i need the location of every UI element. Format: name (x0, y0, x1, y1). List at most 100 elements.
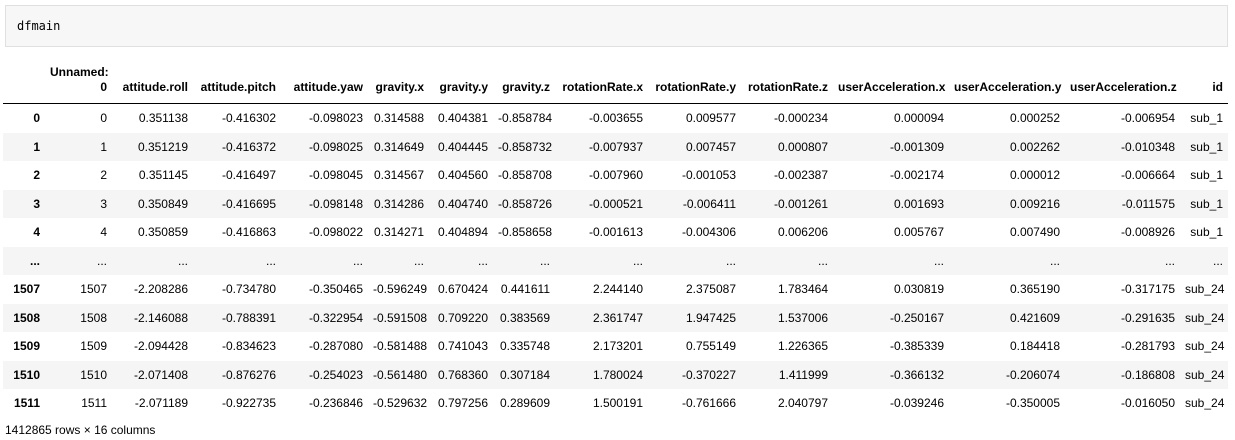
table-cell: ... (539, 253, 550, 268)
table-cell: -0.350005 (1005, 396, 1060, 411)
table-cell: 0.007457 (685, 139, 736, 154)
shape-summary: 1412865 rows × 16 columns (5, 423, 156, 437)
table-cell: -0.858658 (498, 225, 553, 240)
table-cell: -0.416695 (221, 196, 276, 211)
table-cell: 0 (100, 111, 107, 126)
table-row: 1509 1509 -2.094428 -0.834623 -0.287080 -0.58… (3, 332, 1228, 361)
column-header: gravity.y (429, 56, 493, 104)
row-index: 0 (33, 111, 40, 126)
table-cell: -0.734780 (221, 282, 276, 297)
table-cell: -0.006954 (1120, 111, 1175, 126)
table-cell: ... (352, 253, 363, 268)
table-cell: -0.098148 (308, 196, 363, 211)
table-cell: -0.250167 (889, 310, 944, 325)
table-cell: 0.000012 (1009, 168, 1060, 183)
table-cell: 0.009216 (1009, 196, 1060, 211)
table-cell: 1508 (80, 310, 107, 325)
table-cell: 2.361747 (592, 310, 643, 325)
table-cell: -0.001053 (681, 168, 736, 183)
row-index: 1510 (13, 367, 40, 382)
table-cell: -0.006664 (1120, 168, 1175, 183)
table-cell: -0.186808 (1120, 367, 1175, 382)
table-cell: -0.001309 (889, 139, 944, 154)
table-cell: 0.307184 (499, 367, 550, 382)
table-cell: -0.098023 (308, 111, 363, 126)
table-cell: -0.416497 (221, 168, 276, 183)
table-cell: 1510 (80, 367, 107, 382)
table-cell: ... (725, 253, 736, 268)
column-header: id (1180, 56, 1228, 104)
table-cell: 0.007490 (1009, 225, 1060, 240)
table-cell: sub_24 (1185, 367, 1225, 382)
table-cell: 0.000807 (777, 139, 828, 154)
row-index: 3 (33, 196, 40, 211)
table-cell: 0.006206 (777, 225, 828, 240)
table-cell: -0.385339 (889, 339, 944, 354)
column-header: attitude.yaw (281, 56, 368, 104)
table-cell: -0.002174 (889, 168, 944, 183)
table-cell: sub_24 (1185, 310, 1225, 325)
table-cell: ... (1049, 253, 1060, 268)
code-text[interactable]: dfmain (17, 19, 61, 33)
table-cell: -0.287080 (308, 339, 363, 354)
table-row: 1 1 0.351219 -0.416372 -0.098025 0.314649 0.40… (3, 132, 1228, 161)
table-cell: ... (477, 253, 488, 268)
table-row: 1508 1508 -2.146088 -0.788391 -0.322954 -0.59… (3, 303, 1228, 332)
table-cell: 2.244140 (592, 282, 643, 297)
table-cell: -0.561480 (373, 367, 428, 382)
table-cell: 0.009577 (685, 111, 736, 126)
table-cell: -0.001613 (588, 225, 643, 240)
table-cell: 0.383569 (499, 310, 550, 325)
table-cell: 1.226365 (777, 339, 828, 354)
table-cell: ... (265, 253, 276, 268)
table-cell: -0.317175 (1120, 282, 1175, 297)
column-header: gravity.x (368, 56, 429, 104)
table-cell: -0.416863 (221, 225, 276, 240)
table-cell: 0.797256 (437, 396, 488, 411)
table-cell: -0.788391 (221, 310, 276, 325)
table-cell: 0.404894 (437, 225, 488, 240)
table-cell: 0.314649 (373, 139, 424, 154)
table-cell: sub_24 (1185, 396, 1225, 411)
table-row: 1510 1510 -2.071408 -0.876276 -0.254023 -0.56… (3, 360, 1228, 389)
table-cell: 4 (100, 225, 107, 240)
table-cell: 0.001693 (893, 196, 944, 211)
table-cell: 2.173201 (592, 339, 643, 354)
table-cell: -0.416302 (221, 111, 276, 126)
row-index: 4 (33, 225, 40, 240)
table-cell: -0.834623 (221, 339, 276, 354)
table-cell: -0.350465 (308, 282, 363, 297)
table-cell: ... (1212, 253, 1223, 268)
table-cell: 0.005767 (893, 225, 944, 240)
table-cell: 0.670424 (437, 282, 488, 297)
table-cell: sub_1 (1190, 111, 1223, 126)
table-cell: ... (1164, 253, 1175, 268)
table-cell: -0.596249 (373, 282, 428, 297)
table-cell: ... (177, 253, 188, 268)
column-header: attitude.pitch (193, 56, 281, 104)
header-row: Unnamed: 0 attitude.roll attitude.pitch att… (3, 56, 1228, 104)
row-index: 1509 (13, 339, 40, 354)
table-cell: -0.006411 (682, 196, 736, 211)
table-cell: -0.922735 (221, 396, 276, 411)
table-cell: 0.350849 (137, 196, 188, 211)
table-cell: ... (632, 253, 643, 268)
table-cell: 1.783464 (777, 282, 828, 297)
table-cell: -0.007937 (588, 139, 643, 154)
table-cell: -0.016050 (1120, 396, 1175, 411)
table-cell: -0.529632 (373, 396, 428, 411)
row-index: ... (29, 253, 40, 268)
code-cell[interactable]: dfmain (5, 5, 1228, 47)
table-cell: -0.291635 (1120, 310, 1175, 325)
table-cell: -0.010348 (1120, 139, 1175, 154)
table-row: 1507 1507 -2.208286 -0.734780 -0.350465 -0.59… (3, 275, 1228, 304)
table-row: 4 4 0.350859 -0.416863 -0.098022 0.314271 0.40… (3, 218, 1228, 247)
table-cell: 1.411999 (778, 367, 828, 382)
table-cell: -0.254023 (308, 367, 363, 382)
table-cell: 0.404560 (437, 168, 488, 183)
table-cell: 0.314588 (373, 111, 424, 126)
table-cell: -0.591508 (373, 310, 428, 325)
table-cell: 0.755149 (685, 339, 736, 354)
table-cell: -0.281793 (1120, 339, 1175, 354)
